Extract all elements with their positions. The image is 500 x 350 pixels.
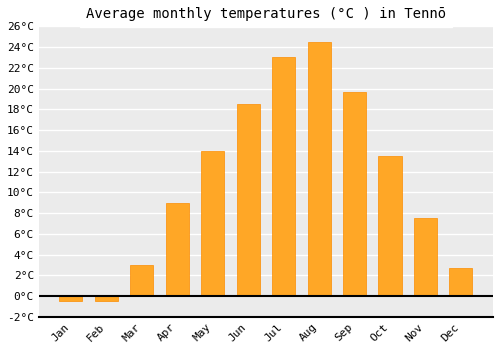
Bar xyxy=(343,92,366,296)
Bar xyxy=(95,296,118,301)
Title: Average monthly temperatures (°C ) in Tennō: Average monthly temperatures (°C ) in Te… xyxy=(86,7,446,21)
Bar xyxy=(130,265,154,296)
Bar xyxy=(166,203,189,296)
Bar xyxy=(272,57,295,296)
Bar xyxy=(308,42,330,296)
Bar xyxy=(236,104,260,296)
Bar xyxy=(201,151,224,296)
Bar xyxy=(450,268,472,296)
Bar xyxy=(378,156,402,296)
Bar xyxy=(414,218,437,296)
Bar xyxy=(60,296,82,301)
